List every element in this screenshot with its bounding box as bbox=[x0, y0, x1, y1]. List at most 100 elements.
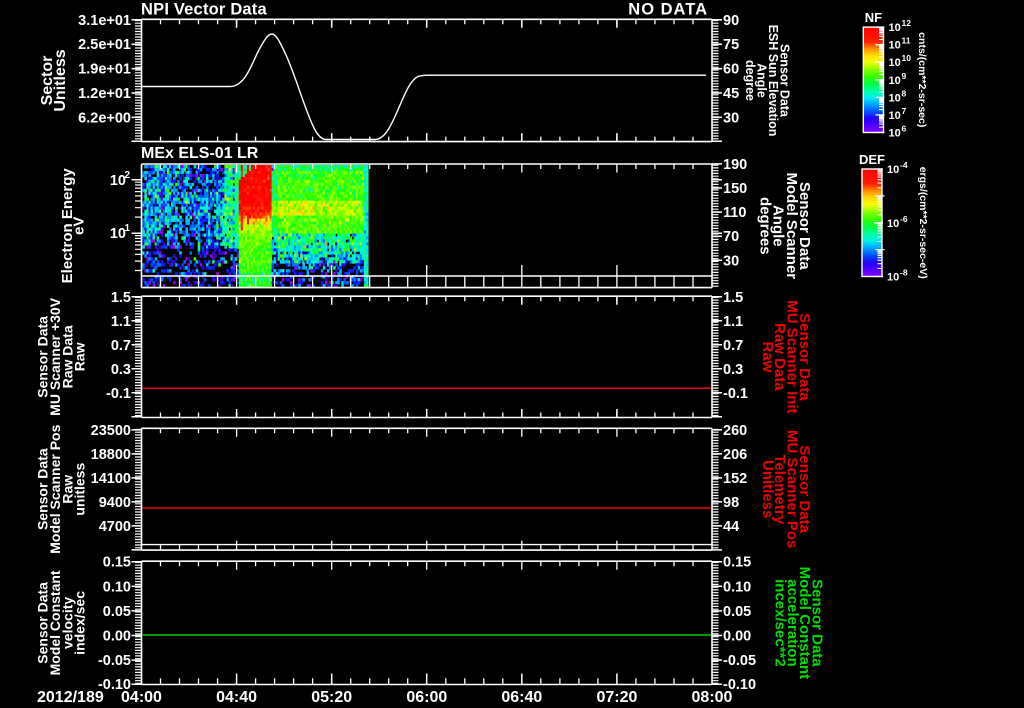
svg-text:1.2e+01: 1.2e+01 bbox=[78, 86, 131, 102]
svg-text:3.1e+01: 3.1e+01 bbox=[78, 13, 131, 29]
svg-text:10: 10 bbox=[887, 218, 899, 230]
svg-text:4700: 4700 bbox=[99, 519, 131, 535]
svg-text:-6: -6 bbox=[900, 214, 908, 224]
svg-text:-0.1: -0.1 bbox=[106, 386, 131, 402]
svg-text:23500: 23500 bbox=[91, 423, 131, 439]
svg-text:Electron Energy: Electron Energy bbox=[59, 168, 76, 284]
svg-text:-0.1: -0.1 bbox=[723, 386, 748, 402]
svg-text:Model Scanner Pos: Model Scanner Pos bbox=[47, 424, 63, 553]
svg-text:18800: 18800 bbox=[91, 447, 131, 463]
svg-text:NO DATA: NO DATA bbox=[628, 1, 708, 19]
svg-text:Model Constant: Model Constant bbox=[47, 570, 63, 675]
svg-text:Sector: Sector bbox=[39, 56, 56, 106]
svg-text:1: 1 bbox=[125, 223, 131, 234]
svg-text:acceleration: acceleration bbox=[784, 579, 801, 667]
svg-text:0.3: 0.3 bbox=[723, 362, 743, 378]
svg-text:45: 45 bbox=[723, 86, 739, 102]
svg-text:206: 206 bbox=[723, 447, 747, 463]
svg-text:0.15: 0.15 bbox=[103, 555, 131, 571]
svg-text:Sensor Data: Sensor Data bbox=[796, 182, 813, 270]
svg-text:10: 10 bbox=[887, 164, 899, 176]
svg-text:cnts/(cm**2-sr-sec): cnts/(cm**2-sr-sec) bbox=[916, 32, 928, 127]
svg-text:10: 10 bbox=[889, 22, 901, 34]
svg-text:degrees: degrees bbox=[756, 197, 773, 255]
svg-text:-0.05: -0.05 bbox=[98, 653, 131, 669]
svg-text:10: 10 bbox=[887, 272, 899, 284]
svg-text:Model Constant: Model Constant bbox=[796, 567, 813, 680]
svg-text:75: 75 bbox=[723, 37, 739, 53]
svg-text:04:00: 04:00 bbox=[121, 689, 162, 706]
svg-text:degree: degree bbox=[743, 60, 757, 101]
svg-text:11: 11 bbox=[902, 36, 911, 46]
svg-text:NPI Vector Data: NPI Vector Data bbox=[141, 1, 268, 19]
svg-text:8: 8 bbox=[902, 88, 907, 98]
svg-text:eV: eV bbox=[71, 217, 88, 235]
svg-text:10: 10 bbox=[889, 40, 901, 52]
svg-text:10: 10 bbox=[889, 110, 901, 122]
svg-text:Sensor Data: Sensor Data bbox=[778, 44, 792, 118]
svg-text:Sensor Data: Sensor Data bbox=[35, 316, 51, 398]
svg-text:10: 10 bbox=[889, 92, 901, 104]
svg-text:30: 30 bbox=[723, 110, 739, 126]
svg-text:unitless: unitless bbox=[72, 463, 88, 516]
svg-text:Raw Data: Raw Data bbox=[771, 323, 788, 391]
svg-text:6.2e+00: 6.2e+00 bbox=[78, 110, 131, 126]
svg-text:110: 110 bbox=[723, 205, 746, 221]
svg-text:150: 150 bbox=[723, 181, 747, 197]
svg-text:MU Scanner +30V: MU Scanner +30V bbox=[47, 297, 63, 416]
svg-text:9400: 9400 bbox=[99, 495, 131, 511]
svg-text:-0.10: -0.10 bbox=[98, 677, 131, 693]
svg-text:Sensor Data: Sensor Data bbox=[35, 582, 51, 664]
svg-text:Raw Data: Raw Data bbox=[59, 325, 75, 388]
svg-text:6: 6 bbox=[902, 124, 907, 134]
svg-text:Sensor Data: Sensor Data bbox=[809, 579, 826, 667]
svg-text:07:20: 07:20 bbox=[596, 689, 637, 706]
svg-text:1.5: 1.5 bbox=[111, 290, 131, 306]
svg-text:MU Scanner Init: MU Scanner Init bbox=[784, 300, 801, 413]
svg-text:Unitless: Unitless bbox=[759, 460, 776, 518]
svg-text:DEF: DEF bbox=[859, 152, 885, 167]
svg-text:MU Scanner Pos: MU Scanner Pos bbox=[784, 430, 801, 548]
svg-text:2: 2 bbox=[125, 170, 131, 181]
svg-text:incex/sec**2: incex/sec**2 bbox=[771, 579, 788, 667]
svg-text:MEx ELS-01 LR: MEx ELS-01 LR bbox=[141, 145, 259, 162]
svg-text:Sensor Data: Sensor Data bbox=[35, 448, 51, 530]
svg-text:190: 190 bbox=[723, 157, 747, 173]
svg-text:1.5: 1.5 bbox=[723, 290, 743, 306]
svg-text:NF: NF bbox=[865, 10, 882, 25]
svg-text:10: 10 bbox=[889, 57, 901, 69]
svg-text:Raw: Raw bbox=[759, 341, 776, 372]
svg-text:0.15: 0.15 bbox=[723, 555, 751, 571]
svg-text:30: 30 bbox=[723, 253, 739, 269]
svg-text:90: 90 bbox=[723, 13, 739, 29]
svg-text:0.7: 0.7 bbox=[723, 338, 743, 354]
svg-text:ESH Sun Elevation: ESH Sun Elevation bbox=[766, 25, 780, 137]
svg-text:06:40: 06:40 bbox=[501, 689, 542, 706]
svg-text:06:00: 06:00 bbox=[406, 689, 447, 706]
svg-text:ergs/(cm**2-sr-sec-eV): ergs/(cm**2-sr-sec-eV) bbox=[917, 167, 929, 279]
svg-text:152: 152 bbox=[723, 471, 747, 487]
svg-text:-4: -4 bbox=[900, 160, 908, 170]
svg-text:-0.10: -0.10 bbox=[723, 677, 756, 693]
svg-text:0.05: 0.05 bbox=[723, 604, 751, 620]
svg-text:Sensor Data: Sensor Data bbox=[796, 313, 813, 401]
svg-text:Angle: Angle bbox=[755, 63, 769, 98]
svg-text:12: 12 bbox=[902, 18, 912, 28]
svg-text:0.00: 0.00 bbox=[723, 629, 751, 645]
svg-text:08:00: 08:00 bbox=[692, 689, 733, 706]
svg-text:10: 10 bbox=[110, 173, 126, 189]
svg-text:-8: -8 bbox=[900, 268, 908, 278]
svg-text:10: 10 bbox=[889, 75, 901, 87]
svg-text:0.10: 0.10 bbox=[103, 579, 131, 595]
svg-text:Angle: Angle bbox=[770, 205, 787, 247]
svg-text:0.3: 0.3 bbox=[111, 362, 131, 378]
svg-text:Model Scanner: Model Scanner bbox=[783, 172, 800, 279]
svg-text:1.9e+01: 1.9e+01 bbox=[78, 62, 131, 78]
svg-text:0.05: 0.05 bbox=[103, 604, 131, 620]
svg-text:index/sec: index/sec bbox=[72, 591, 88, 655]
svg-text:0.00: 0.00 bbox=[103, 629, 131, 645]
svg-text:9: 9 bbox=[902, 71, 907, 81]
svg-text:Raw: Raw bbox=[72, 342, 88, 371]
svg-text:2012/189: 2012/189 bbox=[37, 689, 104, 706]
svg-text:70: 70 bbox=[723, 229, 739, 245]
